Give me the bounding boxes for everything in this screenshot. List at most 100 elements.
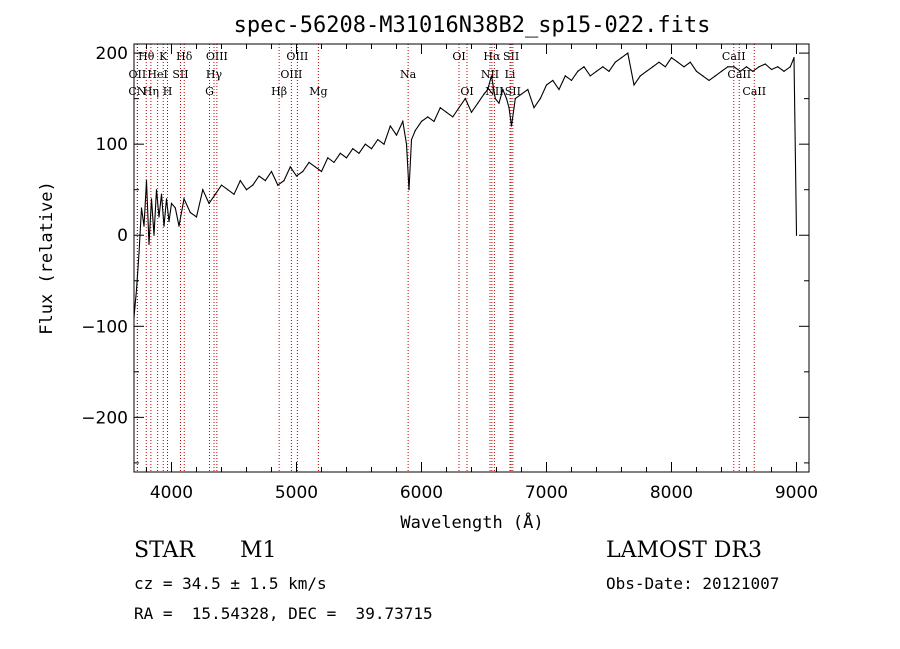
data-point-0-121	[789, 66, 791, 68]
spectral-line-label-17: CaII	[727, 68, 751, 81]
data-point-0-75	[508, 107, 510, 109]
data-point-0-63	[452, 116, 454, 118]
y-tick-label-1: −100	[81, 317, 128, 337]
data-point-0-28	[245, 189, 248, 191]
x-tick-label-0: 4000	[150, 483, 193, 503]
data-point-0-112	[733, 66, 735, 68]
data-point-0-60	[433, 120, 435, 123]
data-point-0-44	[345, 157, 348, 159]
x-tick-label-1: 5000	[275, 483, 318, 503]
data-point-0-89	[589, 75, 591, 77]
data-point-0-87	[577, 70, 579, 72]
data-point-0-72	[498, 102, 500, 104]
data-point-0-37	[302, 170, 304, 173]
data-point-0-41	[327, 157, 329, 159]
data-point-0-115	[752, 70, 754, 72]
spectral-line-label-15: NII	[481, 68, 499, 81]
spectral-line-label-21: G	[205, 85, 214, 98]
data-point-0-70	[490, 75, 493, 77]
data-point-0-76	[510, 125, 513, 127]
data-point-0-35	[289, 166, 291, 168]
data-point-0-96	[633, 84, 635, 86]
data-point-0-66	[470, 111, 473, 113]
data-point-0-120	[783, 70, 785, 72]
data-point-0-110	[720, 70, 723, 72]
data-point-0-45	[352, 148, 354, 150]
data-point-0-25	[227, 189, 229, 191]
spectral-line-label-22: Hβ	[271, 85, 287, 98]
data-point-0-77	[514, 98, 516, 100]
spectral-line-label-24: OI	[460, 85, 473, 98]
data-point-0-53	[402, 120, 404, 123]
data-point-0-59	[427, 116, 429, 118]
x-tick-label-4: 8000	[650, 483, 693, 503]
coordinates: RA = 15.54328, DEC = 39.73715	[134, 604, 433, 623]
data-point-0-101	[664, 66, 666, 68]
data-point-0-81	[539, 98, 541, 100]
data-point-0-80	[533, 107, 535, 109]
x-axis-label: Wavelength (Å)	[400, 511, 543, 533]
data-point-0-108	[708, 79, 710, 82]
spectral-line-label-8: CaII	[722, 50, 746, 63]
data-point-0-114	[745, 66, 748, 68]
data-point-0-55	[408, 189, 410, 191]
x-tick-label-5: 9000	[775, 483, 818, 503]
data-point-0-8	[153, 234, 155, 236]
data-point-0-111	[727, 66, 729, 68]
data-point-0-30	[258, 175, 260, 177]
data-point-0-74	[505, 98, 508, 100]
spectral-line-label-14: Na	[400, 68, 417, 81]
data-point-0-97	[639, 75, 641, 77]
object-subclass: M1	[240, 538, 277, 563]
data-point-0-1	[135, 289, 138, 291]
data-point-0-22	[208, 202, 210, 204]
spectral-line-label-26: SII	[505, 85, 521, 98]
data-point-0-92	[608, 70, 610, 72]
spectral-line-label-13: OIII	[280, 68, 302, 81]
data-point-0-51	[389, 125, 391, 127]
data-point-0-49	[377, 139, 379, 141]
x-tick-label-2: 6000	[400, 483, 443, 503]
x-tick-label-3: 7000	[525, 483, 568, 503]
data-point-0-79	[527, 88, 529, 91]
y-tick-label-0: −200	[81, 408, 128, 428]
data-point-0-95	[627, 52, 629, 54]
y-tick-label-3: 100	[96, 135, 128, 155]
data-point-0-78	[520, 93, 523, 95]
flux-series	[133, 52, 798, 318]
data-point-0-94	[620, 57, 623, 59]
data-point-0-13	[165, 198, 168, 200]
data-point-0-105	[689, 61, 691, 63]
data-point-0-107	[702, 75, 704, 77]
data-point-0-18	[183, 198, 185, 200]
data-point-0-2	[138, 252, 140, 255]
data-point-0-47	[364, 143, 366, 145]
redshift-cz: cz = 34.5 ± 1.5 km/s	[134, 574, 327, 593]
spectral-line-label-2: Hδ	[176, 50, 193, 63]
spectral-line-label-0: Hθ	[138, 50, 155, 63]
data-point-0-6	[148, 243, 150, 245]
y-axis-label: Flux (relative)	[37, 181, 57, 335]
data-point-0-64	[458, 107, 460, 109]
data-point-0-11	[160, 193, 163, 195]
data-point-0-34	[283, 179, 285, 182]
data-point-0-86	[570, 79, 573, 82]
data-point-0-100	[658, 61, 660, 63]
data-point-0-88	[583, 66, 585, 68]
data-point-0-46	[358, 152, 360, 154]
data-point-0-90	[595, 70, 598, 72]
data-point-0-42	[333, 161, 335, 163]
data-point-0-82	[545, 84, 548, 86]
plot-frame	[133, 43, 810, 473]
data-point-0-99	[652, 66, 654, 68]
spectral-line-label-20: H	[163, 85, 173, 98]
data-point-0-61	[439, 107, 441, 109]
data-point-0-57	[414, 129, 416, 132]
spectral-line-label-7: SII	[503, 50, 519, 63]
series-line-flux	[133, 52, 798, 318]
data-point-0-38	[308, 161, 310, 163]
spectral-line-label-1: K	[159, 50, 168, 63]
data-point-0-73	[502, 88, 504, 91]
spectral-line-label-19: Hη	[143, 85, 159, 98]
